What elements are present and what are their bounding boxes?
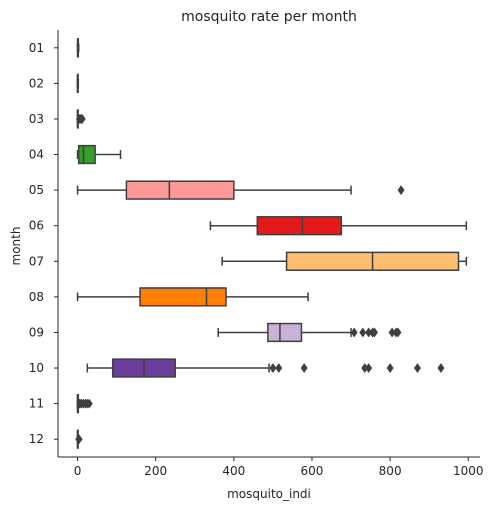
x-axis-title: mosquito_indi: [227, 487, 311, 501]
box-group-09: [217, 322, 402, 343]
outlier-point: [75, 434, 83, 445]
x-tick-label: 1000: [453, 464, 484, 478]
y-tick-label: 07: [29, 254, 44, 268]
box-group-06: [209, 216, 468, 236]
outlier-point: [437, 363, 445, 374]
outlier-point: [78, 113, 86, 124]
outlier-point: [386, 363, 394, 374]
y-tick-label: 08: [29, 290, 44, 304]
y-tick-label: 09: [29, 325, 44, 339]
box-group-08: [76, 287, 309, 307]
box-iqr: [256, 216, 343, 236]
box-group-04: [76, 144, 122, 165]
box-group-10: [86, 358, 445, 378]
x-tick-label: 800: [379, 464, 402, 478]
chart-title: mosquito rate per month: [181, 9, 357, 25]
y-tick-label: 06: [29, 219, 44, 233]
y-tick-label: 03: [29, 112, 44, 126]
y-tick-label: 05: [29, 183, 44, 197]
x-tick-label: 600: [301, 464, 324, 478]
outlier-point: [359, 327, 367, 338]
box-group-02: [76, 73, 80, 94]
y-tick-label: 02: [29, 76, 44, 90]
box-group-11: [76, 393, 93, 414]
y-tick-label: 11: [29, 397, 44, 411]
y-tick-label: 10: [29, 361, 44, 375]
axes: 0 200 400 600 800 1000 01 02 03 04 05 06 07 08 09 10 11 1…: [29, 30, 484, 478]
outlier-point: [350, 327, 358, 338]
box-group-05: [76, 180, 405, 200]
outlier-point: [365, 363, 373, 374]
outlier-point: [85, 398, 93, 409]
box-group-07: [221, 251, 468, 271]
x-tick-label: 400: [222, 464, 245, 478]
box-iqr: [77, 144, 96, 165]
outlier-point: [413, 363, 421, 374]
outlier-point: [300, 363, 308, 374]
box-group-12: [75, 429, 83, 449]
y-tick-label: 04: [29, 148, 44, 162]
box-group-01: [76, 38, 80, 58]
box-iqr: [125, 180, 235, 200]
x-tick-label: 200: [144, 464, 167, 478]
x-tick-label: 0: [74, 464, 82, 478]
y-tick-label: 12: [29, 432, 44, 446]
box-iqr: [267, 322, 303, 343]
outlier-point: [370, 327, 379, 338]
boxes-layer: [75, 38, 468, 449]
outlier-point: [397, 185, 405, 196]
y-axis-title: month: [9, 227, 23, 266]
outlier-point: [394, 327, 402, 338]
outlier-point: [275, 363, 283, 374]
y-tick-label: 01: [29, 41, 44, 55]
box-group-03: [75, 109, 86, 129]
box-iqr: [139, 287, 227, 307]
outlier-point: [269, 363, 277, 374]
